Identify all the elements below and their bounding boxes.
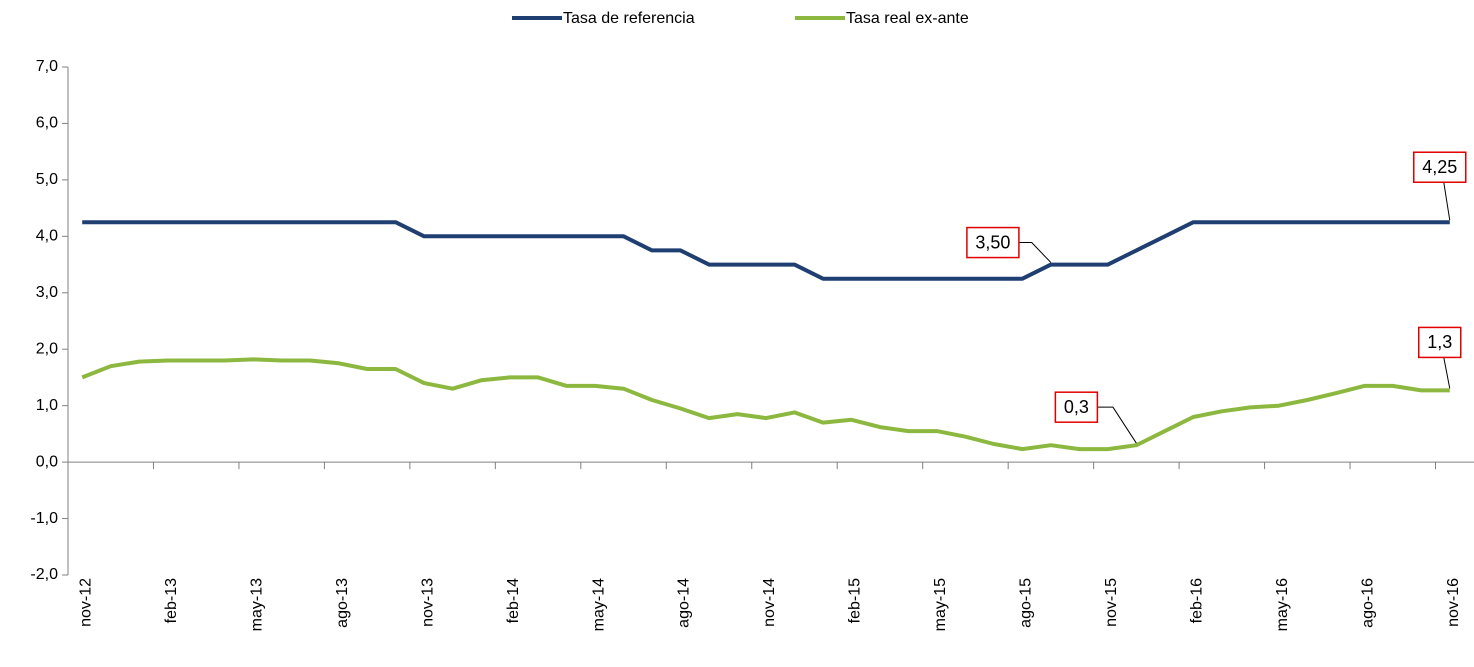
- data-label: 0,3: [1064, 397, 1089, 417]
- y-tick-label: -2,0: [30, 566, 58, 583]
- data-label: 3,50: [975, 232, 1010, 252]
- callout-box: [966, 226, 1020, 259]
- y-tick-label: 5,0: [36, 171, 58, 188]
- x-tick-label: feb-16: [1189, 578, 1206, 623]
- legend-label: Tasa de referencia: [563, 10, 695, 27]
- x-tick-label: ago-13: [334, 578, 351, 628]
- callout-leader: [1439, 181, 1451, 221]
- x-tick-label: ago-16: [1360, 578, 1377, 628]
- y-tick-label: 2,0: [36, 340, 58, 357]
- x-tick-label: nov-13: [419, 578, 436, 627]
- y-tick-label: 1,0: [36, 397, 58, 414]
- x-tick-label: may-16: [1274, 578, 1291, 631]
- data-label: 4,25: [1422, 157, 1457, 177]
- series-line: [81, 357, 1450, 452]
- x-tick-label: nov-14: [761, 578, 778, 627]
- x-tick-label: feb-14: [505, 578, 522, 623]
- x-tick-label: may-15: [932, 578, 949, 631]
- x-tick-label: nov-16: [1445, 578, 1462, 627]
- y-tick-label: -1,0: [30, 510, 58, 527]
- x-tick-label: ago-15: [1018, 578, 1035, 628]
- x-tick-label: may-14: [590, 578, 607, 631]
- y-tick-label: 7,0: [36, 58, 58, 75]
- x-tick-label: nov-12: [77, 578, 94, 627]
- series-line: [82, 220, 1450, 281]
- x-tick-label: may-13: [248, 578, 265, 631]
- y-tick-label: 4,0: [36, 228, 58, 245]
- y-tick-label: 0,0: [36, 453, 58, 470]
- x-tick-label: nov-15: [1103, 578, 1120, 627]
- callout-box: [1413, 151, 1467, 183]
- x-tick-label: ago-14: [676, 578, 693, 628]
- data-label: 1,3: [1427, 332, 1452, 352]
- legend-label: Tasa real ex-ante: [846, 10, 969, 27]
- x-tick-label: feb-15: [847, 578, 864, 623]
- y-tick-label: 3,0: [36, 284, 58, 301]
- callout-box: [1054, 391, 1099, 423]
- callout-leader: [1439, 356, 1451, 389]
- callout-box: [1418, 326, 1462, 359]
- callout-leader: [1018, 242, 1052, 263]
- callout-leader: [1097, 406, 1137, 444]
- y-tick-label: 6,0: [36, 115, 58, 132]
- x-tick-label: feb-13: [163, 578, 180, 623]
